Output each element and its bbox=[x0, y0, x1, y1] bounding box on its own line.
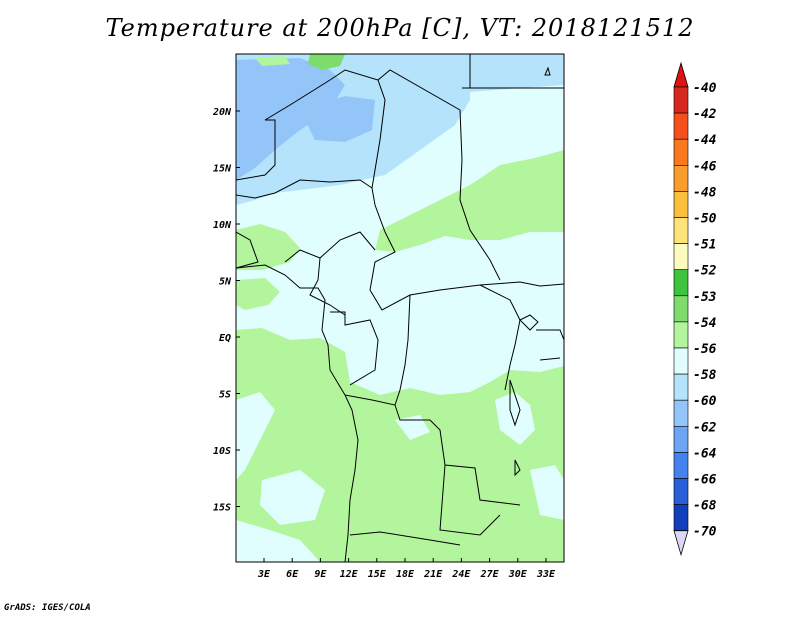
cold-region-northeast bbox=[470, 54, 564, 92]
warm-band-west bbox=[236, 224, 300, 270]
mild-patch-6 bbox=[395, 415, 430, 440]
colorbar-swatch bbox=[673, 478, 689, 505]
colorbar-swatch bbox=[673, 425, 689, 453]
colorbar-label: -52 bbox=[693, 264, 717, 279]
lon-tick-label: 27E bbox=[480, 569, 500, 580]
latitude-axis: 20N 15N 10N 5N EQ 5S 10S 15S bbox=[212, 107, 240, 514]
warm-patch-north bbox=[308, 54, 345, 70]
colorbar-label: -42 bbox=[693, 107, 717, 122]
colorbar-label: -64 bbox=[693, 446, 717, 461]
lon-tick-label: 21E bbox=[423, 569, 443, 580]
lon-tick-label: 6E bbox=[286, 569, 299, 580]
lon-tick-label: 15E bbox=[368, 569, 387, 580]
map-frame bbox=[235, 53, 565, 563]
lat-tick-label: 5N bbox=[219, 277, 232, 288]
colorbar-bottom-arrow bbox=[673, 530, 689, 557]
colorbar-swatch bbox=[673, 112, 689, 140]
colorbar-swatch bbox=[673, 243, 689, 271]
longitude-axis: 3E 6E 9E 12E 15E 18E 21E 24E 27E 30E 33E bbox=[257, 558, 556, 580]
colorbar-swatch bbox=[673, 452, 689, 479]
colder-region-2 bbox=[300, 96, 375, 142]
lat-tick-label: 10N bbox=[213, 220, 232, 231]
colorbar-swatch bbox=[673, 347, 689, 375]
mild-patch-2 bbox=[260, 470, 325, 525]
colder-region bbox=[236, 58, 345, 180]
colorbar-swatch bbox=[673, 138, 689, 166]
colorbar-label: -53 bbox=[693, 290, 717, 305]
colorbar-swatch bbox=[673, 373, 689, 401]
lon-tick-label: 18E bbox=[396, 569, 415, 580]
colorbar-label: -40 bbox=[693, 81, 717, 96]
colorbar-swatch bbox=[673, 269, 689, 297]
colorbar-label: -60 bbox=[693, 394, 717, 409]
colorbar-swatch bbox=[673, 399, 689, 427]
mild-patch-1 bbox=[236, 392, 275, 480]
grads-credit: GrADS: IGES/COLA bbox=[4, 603, 91, 613]
lon-tick-label: 9E bbox=[314, 569, 327, 580]
colorbar-label: -62 bbox=[693, 420, 717, 435]
colorbar-top-arrow bbox=[673, 61, 689, 88]
colorbar-swatch bbox=[673, 321, 689, 349]
colorbar-label: -46 bbox=[693, 159, 717, 174]
lon-tick-label: 12E bbox=[340, 569, 359, 580]
lat-tick-label: 15N bbox=[213, 164, 232, 175]
mild-patch-5 bbox=[530, 465, 564, 520]
coastline bbox=[236, 264, 359, 562]
colorbar-swatch bbox=[673, 504, 689, 532]
lakes bbox=[509, 66, 551, 477]
colorbar-label: -51 bbox=[693, 238, 716, 253]
colorbar-label: -58 bbox=[693, 368, 717, 383]
mild-patch-4 bbox=[495, 392, 535, 445]
colorbar-label: -66 bbox=[693, 473, 717, 488]
lon-tick-label: 3E bbox=[257, 569, 271, 580]
temperature-field bbox=[236, 54, 564, 562]
colorbar-label: -44 bbox=[693, 133, 717, 148]
colorbar-label: -48 bbox=[693, 185, 717, 200]
colorbar-swatch bbox=[673, 191, 689, 218]
colorbar-swatch bbox=[673, 86, 689, 114]
colorbar-label: -54 bbox=[693, 316, 717, 331]
map-title: Temperature at 200hPa [C], VT: 201812151… bbox=[105, 14, 695, 42]
country-borders bbox=[236, 54, 564, 546]
colorbar-label: -56 bbox=[693, 342, 717, 357]
lon-tick-label: 33E bbox=[536, 569, 556, 580]
warm-patch-coast bbox=[236, 278, 280, 310]
mild-patch-3 bbox=[236, 520, 320, 562]
colorbar-label: -70 bbox=[693, 525, 717, 540]
colorbar-label: -50 bbox=[693, 212, 717, 227]
warm-patch-north-2 bbox=[255, 56, 290, 66]
lat-tick-label: 20N bbox=[212, 107, 232, 118]
colorbar-label: -68 bbox=[693, 499, 717, 514]
lon-tick-label: 30E bbox=[508, 569, 528, 580]
colorbar-swatch bbox=[673, 295, 689, 323]
lat-tick-label: EQ bbox=[219, 333, 231, 344]
lon-tick-label: 24E bbox=[451, 569, 471, 580]
warm-band-center bbox=[375, 150, 564, 252]
colorbar-swatch bbox=[673, 217, 689, 244]
lat-tick-label: 15S bbox=[213, 503, 231, 514]
colorbar-swatch bbox=[673, 165, 689, 192]
colorbar: -40 -42 -44 -46 -48 -50 -51 -52 -53 -54 -56 -58 -60 -… bbox=[673, 61, 717, 557]
lat-tick-label: 10S bbox=[213, 446, 231, 457]
lat-tick-label: 5S bbox=[219, 390, 231, 401]
